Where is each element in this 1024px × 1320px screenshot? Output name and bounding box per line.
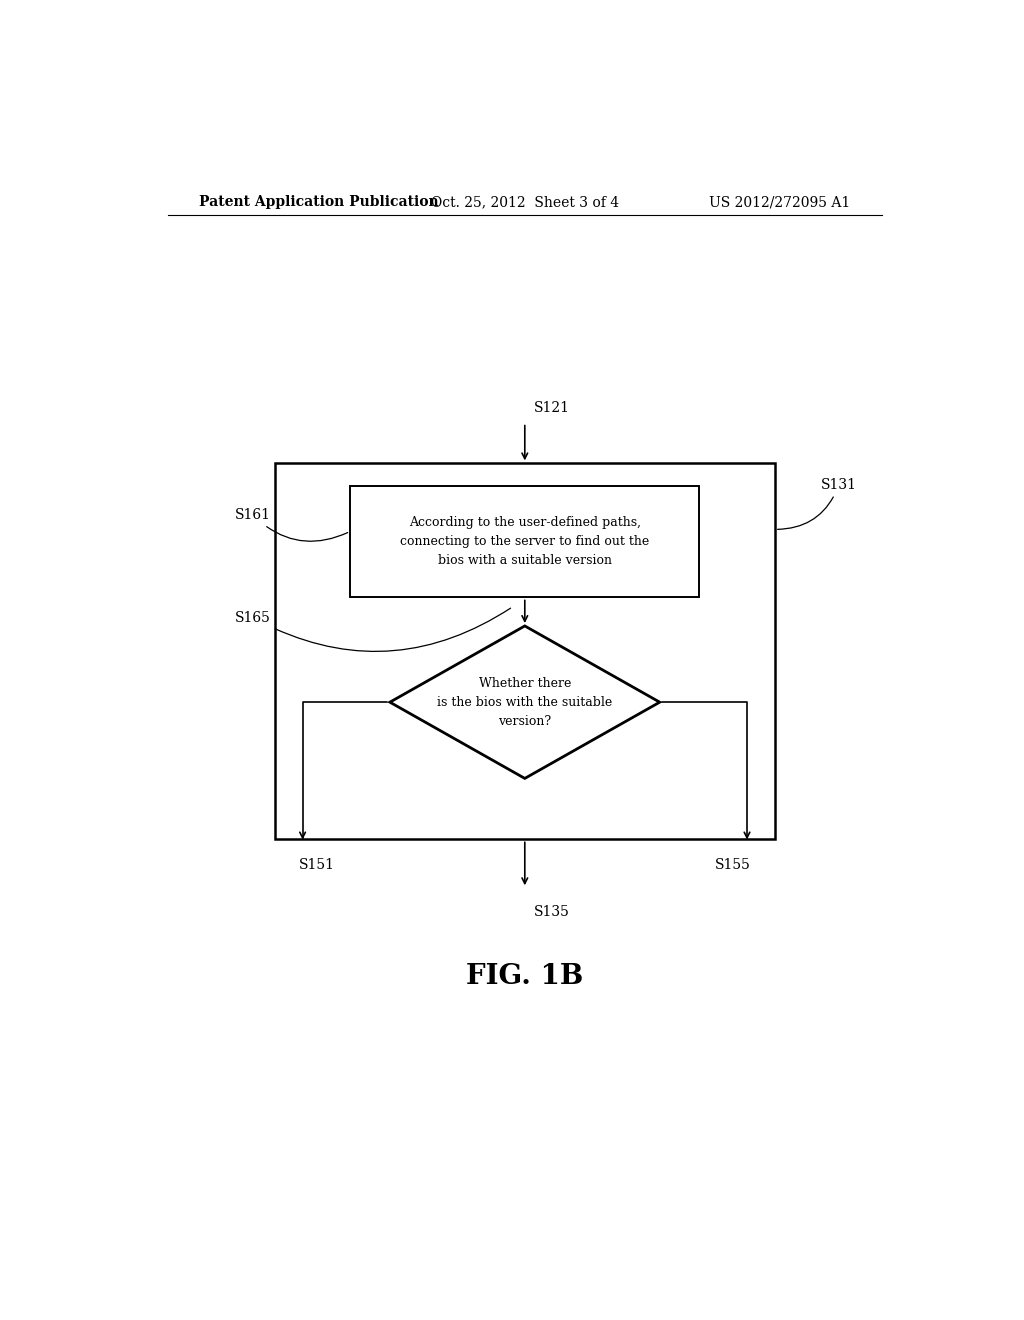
Text: S155: S155 [715, 858, 751, 871]
Text: S151: S151 [299, 858, 335, 871]
Text: S135: S135 [535, 906, 570, 920]
Text: According to the user-defined paths,
connecting to the server to find out the
bi: According to the user-defined paths, con… [400, 516, 649, 568]
Bar [274, 463, 775, 840]
Text: Whether there
is the bios with the suitable
version?: Whether there is the bios with the suita… [437, 677, 612, 727]
Text: Patent Application Publication: Patent Application Publication [200, 195, 439, 209]
Text: S161: S161 [236, 508, 348, 541]
Text: US 2012/272095 A1: US 2012/272095 A1 [709, 195, 850, 209]
Text: S131: S131 [777, 478, 857, 529]
Text: Oct. 25, 2012  Sheet 3 of 4: Oct. 25, 2012 Sheet 3 of 4 [431, 195, 618, 209]
Polygon shape [390, 626, 659, 779]
Text: S121: S121 [535, 400, 570, 414]
Text: S165: S165 [236, 609, 511, 652]
Text: FIG. 1B: FIG. 1B [466, 964, 584, 990]
Bar [350, 486, 699, 598]
